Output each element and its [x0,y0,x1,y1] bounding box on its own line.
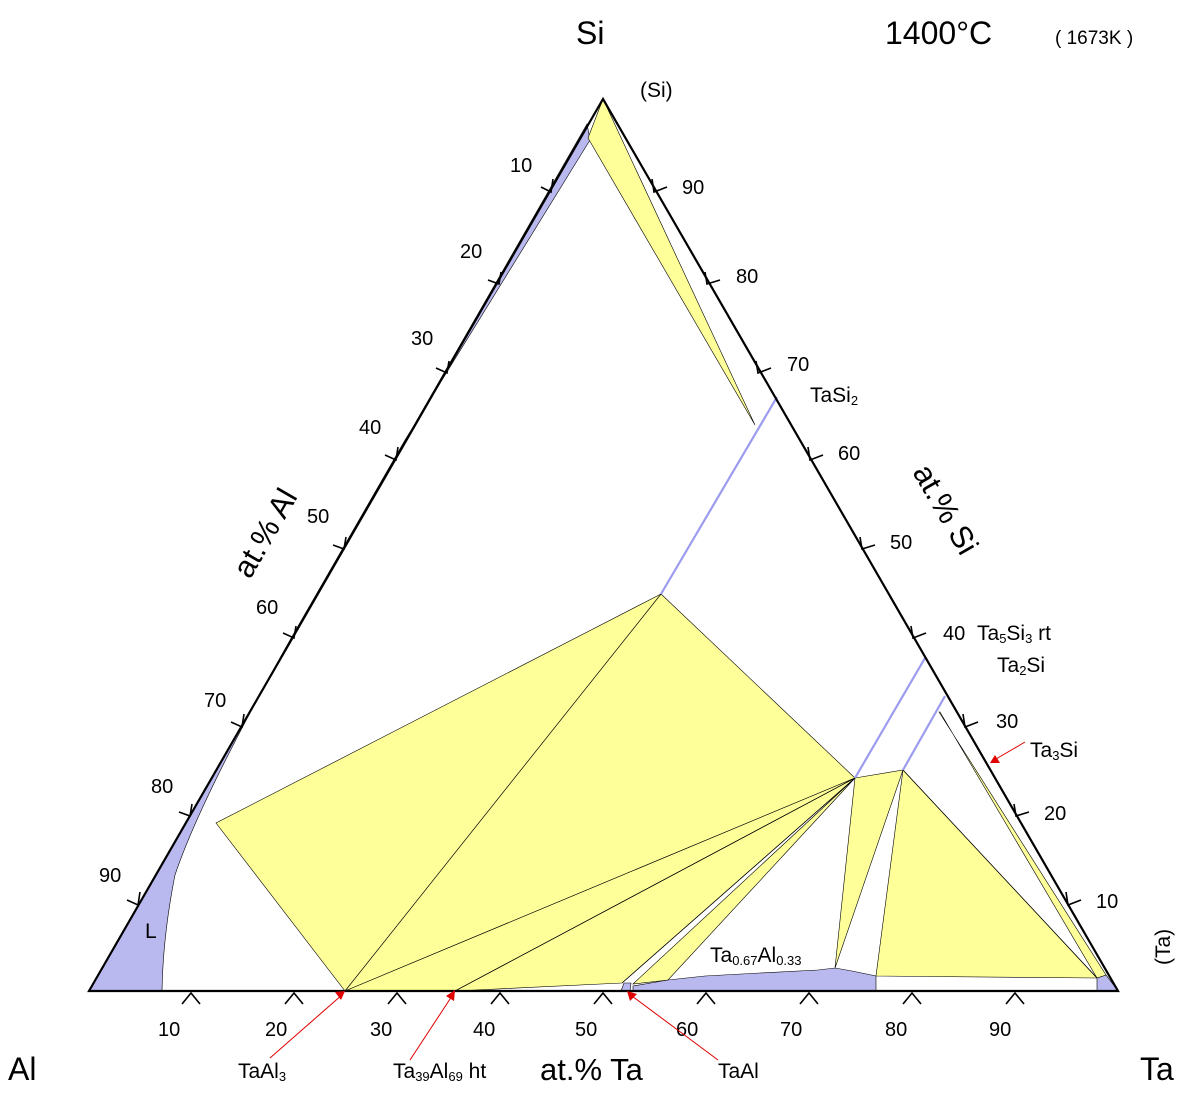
si-tasi2-region [587,98,756,426]
right-tick-label: 40 [943,623,965,645]
bottom-axis-ticks [181,991,1025,1005]
left-tick-mark [282,625,297,640]
temperature-title: 1400°C [885,15,992,51]
left-axis-title: at.% Al [226,482,305,583]
left-tick-label: 40 [359,417,381,439]
right-tick-label: 20 [1044,803,1066,825]
phase-label-tasi2: TaSi2 [810,384,858,408]
left-tick-mark [487,271,502,286]
ta2si-ta-region [875,769,1098,979]
right-tick-mark [704,271,721,286]
left-tick-label: 10 [510,155,532,177]
bottom-tick-label: 90 [989,1019,1011,1041]
right-tick-mark [1013,803,1030,818]
bottom-tick-mark [284,991,304,1005]
right-tick-mark [859,536,876,551]
arrow-taal [627,991,719,1061]
right-tick-label: 50 [890,532,912,554]
ta-al-solid-solution-region [632,967,877,992]
right-tick-label: 70 [787,354,809,376]
arrow-ta39al69 [409,990,455,1061]
bottom-tick-mark [1005,991,1025,1005]
right-tick-label: 60 [838,443,860,465]
tie-line-taal3 [344,593,662,992]
tie-line-ta2al [902,769,1098,979]
corner-label-al: Al [8,1051,36,1087]
bottom-tick-label: 40 [473,1019,495,1041]
bottom-tick-label: 60 [676,1019,698,1041]
kelvin-title: ( 1673K ) [1055,28,1133,49]
ta5si3-line [854,657,926,779]
triangle-outline [87,96,1120,993]
phase-label-ta067al033: Ta0.67Al0.33 [710,944,802,968]
phase-label-ta39al69: Ta39Al69 ht [393,1060,486,1084]
bottom-tick-label: 20 [265,1019,287,1041]
ta-solid-solution-region [1096,974,1119,992]
right-tick-mark [755,360,772,375]
left-tick-label: 90 [99,865,121,887]
right-tick-mark [651,178,668,194]
left-tick-mark [126,891,141,907]
bottom-tick-mark [387,991,407,1005]
left-tick-mark [230,713,245,729]
phase-label-ta5si3: Ta5Si3 rt [977,622,1051,646]
ta2si-line [902,695,946,771]
bottom-tick-mark [490,991,510,1005]
tie-line-taal [621,777,856,984]
right-tick-mark [962,713,979,729]
left-tick-label: 60 [256,597,278,619]
right-axis-labels: 90 80 70 60 50 40 30 20 10 [682,177,1118,913]
right-tick-label: 90 [682,177,704,199]
corner-label-ta: Ta [1140,1051,1174,1087]
left-tick-mark [435,360,450,375]
corner-label-si: Si [576,15,604,51]
right-tick-mark [807,446,824,462]
left-tick-label: 50 [307,506,329,528]
tasi2-line [660,396,778,595]
right-tick-mark [1065,891,1082,907]
left-tick-label: 30 [411,328,433,350]
taal-ta5si3-region [632,777,856,985]
arrow-ta3si [990,741,1026,763]
left-tick-mark [332,536,347,551]
right-tick-label: 10 [1096,891,1118,913]
left-tick-label: 80 [151,776,173,798]
phase-label-taal: TaAl [718,1060,759,1083]
right-axis-title: at.% Si [906,458,985,561]
left-axis-labels: 10 20 30 40 50 60 70 80 90 [99,155,532,887]
left-tick-mark [384,446,399,462]
bottom-tick-mark [902,991,922,1005]
right-axis-ticks [651,178,1082,907]
right-tick-label: 30 [996,711,1018,733]
ta5si3-ta2al-region [834,769,904,969]
left-tick-mark [178,803,193,818]
left-tick-label: 20 [460,241,482,263]
left-tick-mark [540,178,554,194]
bottom-tick-mark [181,991,201,1005]
taal-sliver-region [620,982,632,992]
phase-label-ta2si: Ta2Si [997,654,1045,678]
phase-label-ta: (Ta) [1152,929,1175,965]
bottom-axis-labels: 10 20 30 40 50 60 70 80 90 [158,1019,1011,1041]
left-tick-label: 70 [204,690,226,712]
bottom-tick-mark [696,991,716,1005]
bottom-tick-label: 10 [158,1019,180,1041]
right-tick-label: 80 [736,266,758,288]
left-axis-ticks [126,178,554,907]
phase-label-taal3: TaAl3 [238,1060,286,1084]
bottom-tick-label: 30 [370,1019,392,1041]
bottom-tick-label: 70 [780,1019,802,1041]
right-tick-mark [910,625,927,640]
phase-label-ta3si: Ta3Si [1030,739,1078,763]
bottom-tick-mark [799,991,819,1005]
phase-label-si: (Si) [640,79,673,102]
phase-label-liquid: L [145,920,157,943]
bottom-tick-label: 80 [885,1019,907,1041]
bottom-tick-mark [593,991,613,1005]
arrow-taal3 [269,991,345,1059]
tie-line-ta39al69 [454,777,856,992]
bottom-tick-label: 50 [575,1019,597,1041]
bottom-axis-title: at.% Ta [540,1052,644,1087]
